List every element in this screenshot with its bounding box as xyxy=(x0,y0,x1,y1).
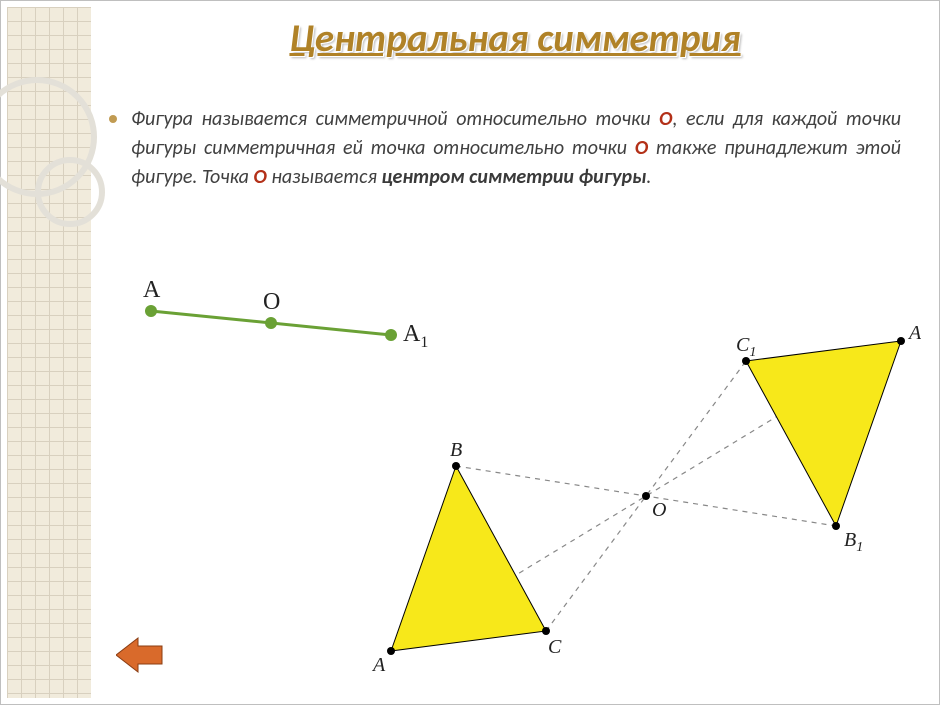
label-A: A xyxy=(143,277,161,303)
point-A1 xyxy=(385,329,397,341)
center-O xyxy=(642,492,650,500)
vertex-C xyxy=(542,627,550,635)
def-O-1: О xyxy=(659,107,672,131)
triangle-diagram: A B C O A1 B1 C1 xyxy=(371,322,921,676)
vertex-B1 xyxy=(832,522,840,530)
decor-ring-small xyxy=(35,157,105,227)
diagram-area: A O A1 A B C xyxy=(101,261,921,681)
def-part4: называется xyxy=(267,165,382,189)
tlabel-C1: C1 xyxy=(736,334,756,360)
slide-title-region: Центральная симметрия xyxy=(111,15,919,62)
slide-title: Центральная симметрия xyxy=(111,15,919,62)
vertex-A1 xyxy=(897,337,905,345)
triangle-right xyxy=(746,341,901,526)
def-O-3: О xyxy=(253,165,266,189)
definition-text: Фигура называется симметричной относител… xyxy=(131,105,901,192)
def-dot: . xyxy=(646,165,651,189)
point-O xyxy=(265,317,277,329)
tlabel-C: C xyxy=(548,636,562,658)
left-decor-strip xyxy=(7,7,91,698)
vertex-A xyxy=(387,647,395,655)
label-A1: A1 xyxy=(403,321,428,351)
label-O: O xyxy=(263,289,280,315)
line-diagram: A O A1 xyxy=(143,277,428,351)
slide: Центральная симметрия Фигура называется … xyxy=(0,0,940,705)
tlabel-B: B xyxy=(450,439,462,461)
tlabel-O: O xyxy=(652,499,666,521)
def-O-2: О xyxy=(635,136,648,160)
geometry-svg: A O A1 A B C xyxy=(101,261,921,681)
tlabel-A: A xyxy=(371,654,386,676)
tlabel-B1: B1 xyxy=(844,529,863,555)
arrow-left-icon xyxy=(116,636,164,674)
prev-button[interactable] xyxy=(116,636,164,674)
tlabel-A1: A1 xyxy=(907,322,921,348)
bullet-icon xyxy=(109,115,117,123)
triangle-left xyxy=(391,466,546,651)
def-part1: Фигура называется симметричной относител… xyxy=(131,107,659,131)
point-A xyxy=(145,305,157,317)
vertex-B xyxy=(452,462,460,470)
def-bold: центром симметрии фигуры xyxy=(382,165,647,189)
